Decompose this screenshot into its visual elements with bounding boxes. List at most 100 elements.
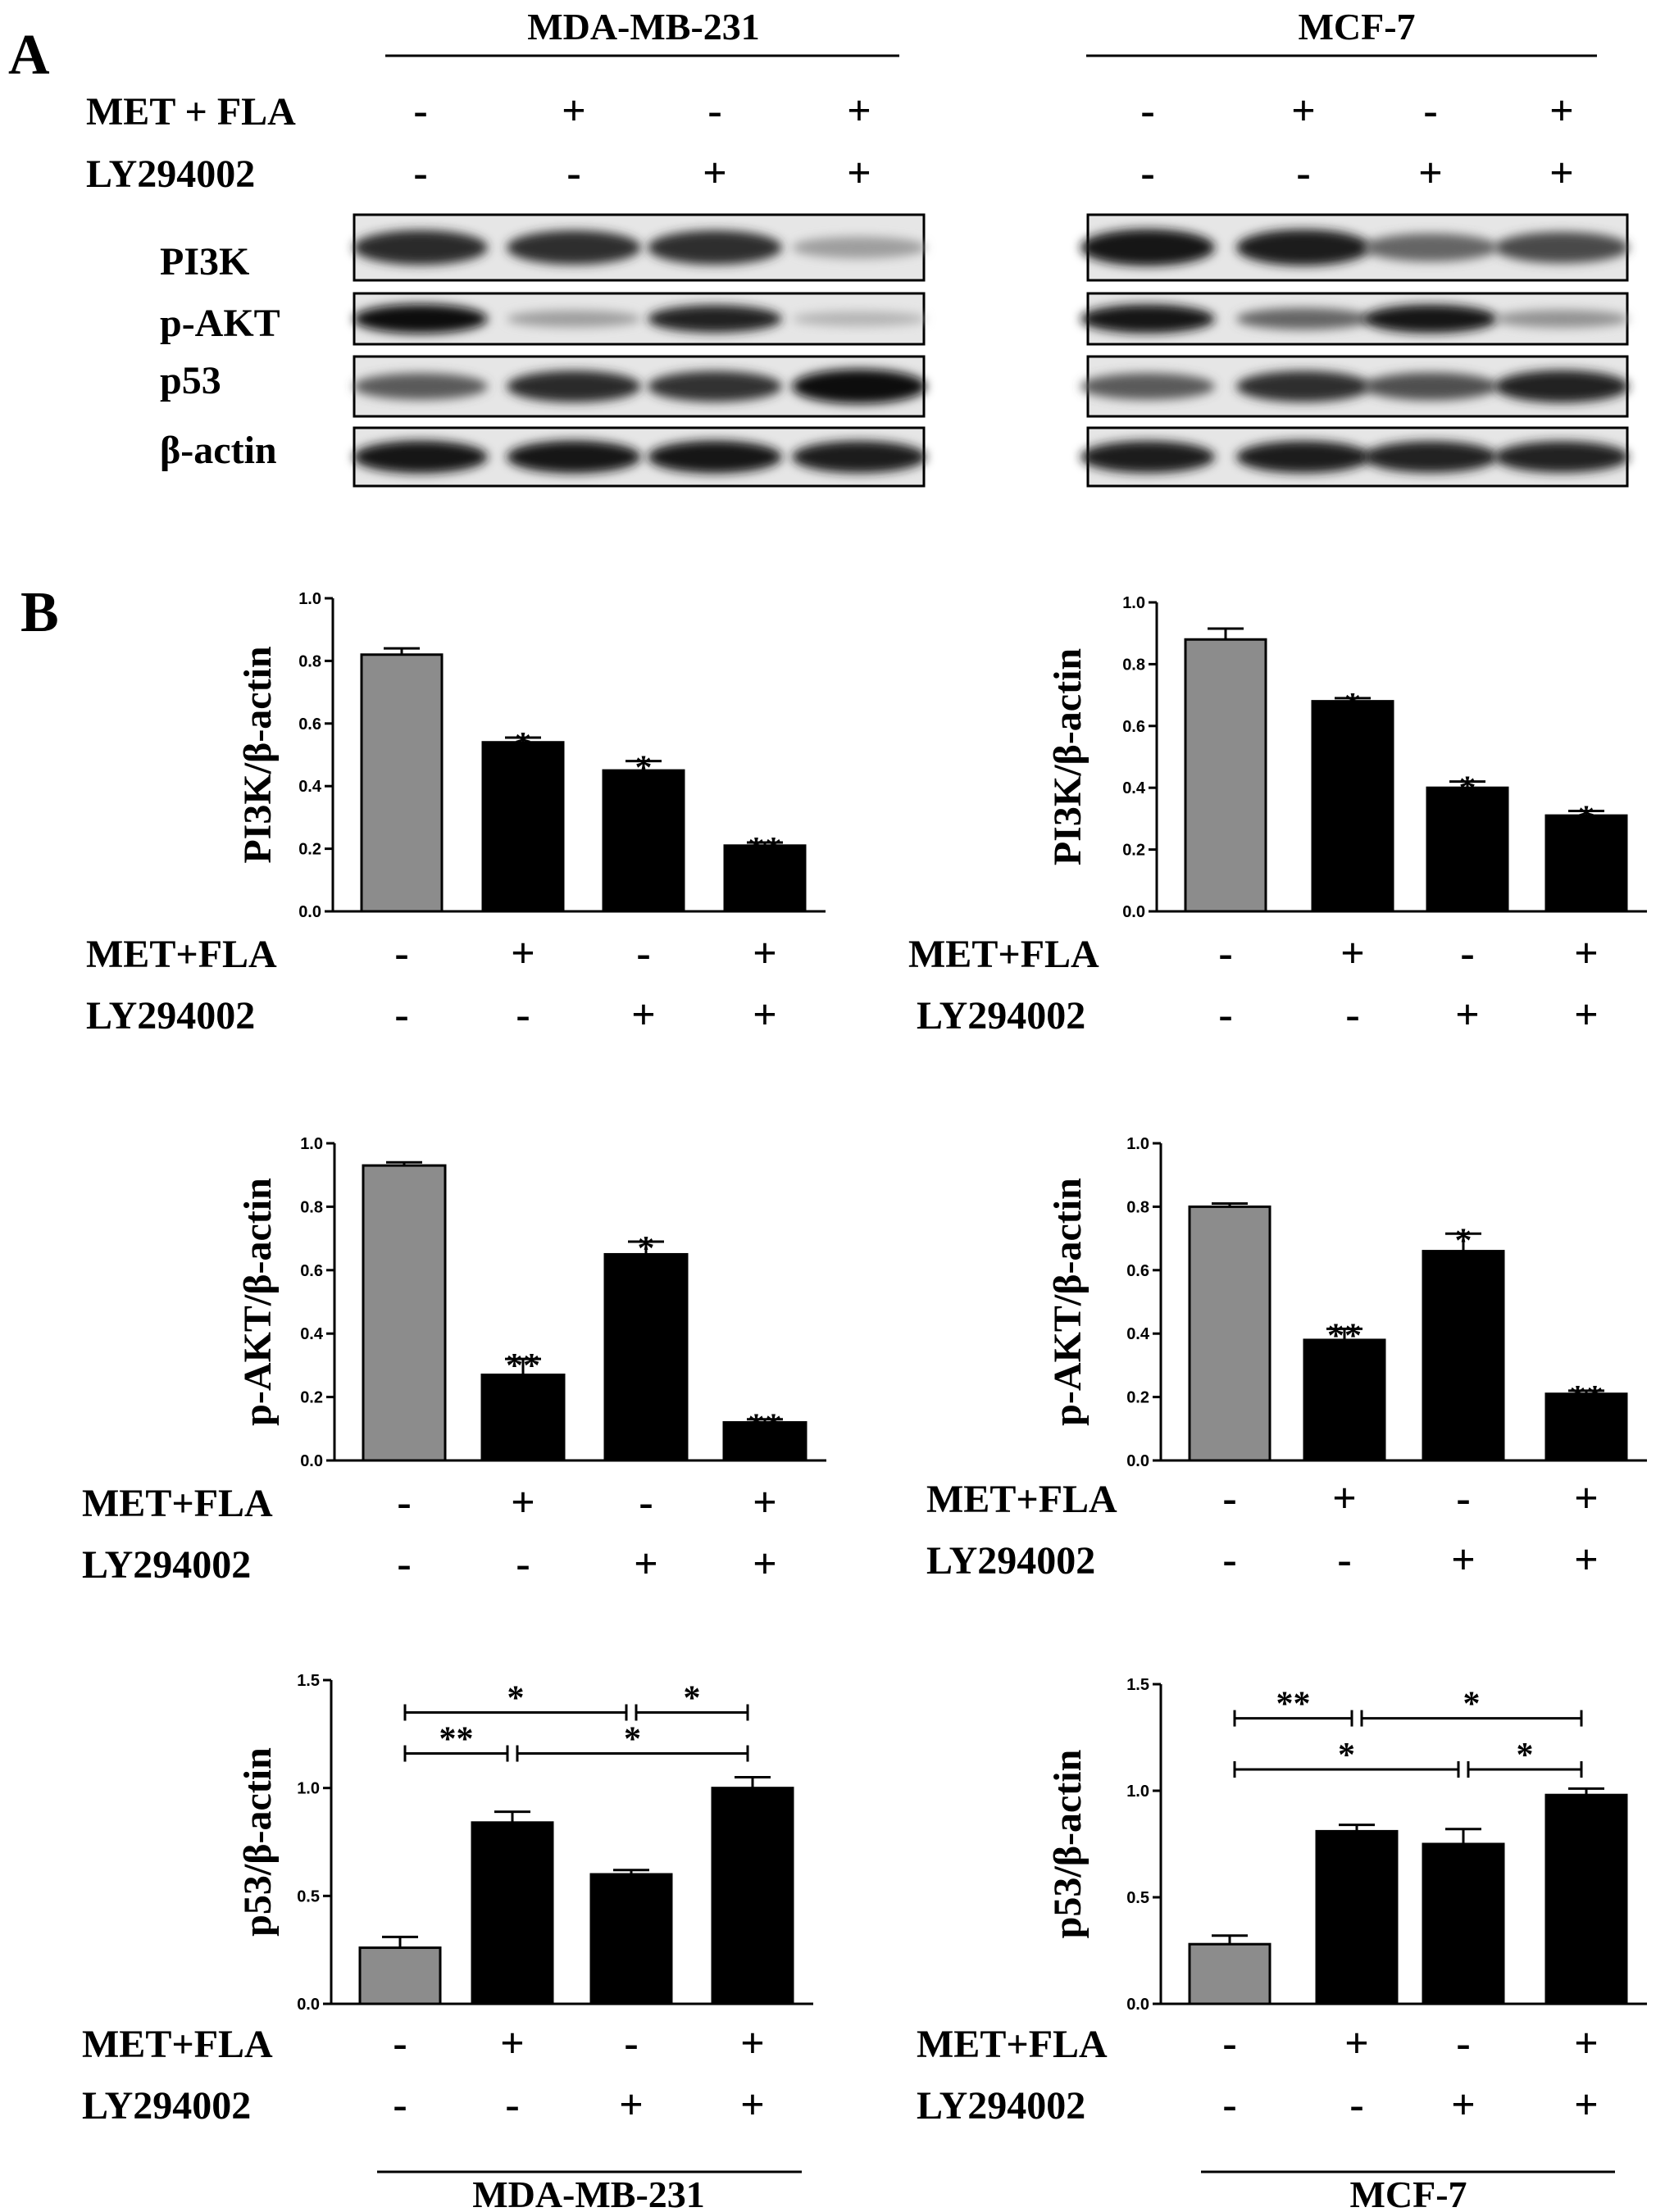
- bracket-star: *: [1463, 1686, 1481, 1724]
- ly294002-label: LY294002: [82, 2084, 251, 2128]
- blot-band: [1494, 370, 1629, 403]
- blot-mda-row: [353, 213, 926, 282]
- met-fla-sign: -: [1222, 1475, 1236, 1522]
- y-tick-label: 0.6: [1126, 1262, 1149, 1280]
- significance-star: *: [1459, 770, 1476, 808]
- met-fla-sign: -: [639, 1479, 653, 1526]
- ly-sign: -: [1345, 992, 1359, 1038]
- ly294002-label: LY294002: [86, 994, 255, 1038]
- bar: [1544, 1392, 1628, 1462]
- y-tick-label: 0.2: [298, 841, 321, 859]
- y-tick-label: 1.0: [1122, 594, 1145, 612]
- blot-band: [648, 440, 782, 474]
- blot-band: [792, 369, 926, 404]
- ly-sign: +: [1451, 2082, 1476, 2128]
- ly-sign: +: [1455, 992, 1480, 1038]
- met-fla-sign: -: [394, 930, 408, 977]
- blot-band: [1080, 373, 1215, 400]
- y-axis-label: PI3K/β-actin: [1046, 648, 1090, 865]
- blot-mda-row: [353, 426, 926, 488]
- bar: [481, 741, 565, 913]
- met-fla-sign: -: [624, 2020, 638, 2067]
- blot-sign-met-fla: -: [1423, 88, 1437, 134]
- blot-band: [792, 440, 926, 474]
- bracket-star: *: [1517, 1737, 1534, 1774]
- blot-signs: - - + - - + + + - - + - - + + +: [413, 88, 1573, 197]
- blot-band: [1363, 233, 1498, 262]
- blot-band: [1236, 370, 1371, 402]
- bar: [358, 1946, 442, 2005]
- blot-label-pakt: p-AKT: [160, 302, 280, 345]
- y-tick-label: 0.0: [1126, 1996, 1149, 2014]
- ly-sign: +: [634, 1541, 658, 1587]
- met-fla-label: MET+FLA: [86, 933, 277, 976]
- y-tick-label: 0.6: [1122, 718, 1145, 736]
- blot-mda-row: [353, 292, 926, 346]
- ly294002-label: LY294002: [917, 2084, 1085, 2128]
- met-fla-sign: +: [511, 1479, 535, 1526]
- ly-sign: +: [1574, 2082, 1599, 2128]
- y-tick-label: 1.0: [298, 590, 321, 608]
- blot-band: [1363, 372, 1498, 401]
- bar: [723, 844, 807, 913]
- bracket-star: **: [439, 1721, 474, 1759]
- blot-band: [507, 440, 641, 474]
- y-tick-label: 0.6: [298, 715, 321, 734]
- ly-sign: -: [1337, 1537, 1351, 1583]
- y-tick-label: 0.8: [298, 652, 321, 670]
- y-tick-label: 1.0: [1126, 1135, 1149, 1153]
- met-fla-sign: -: [636, 930, 650, 977]
- western-blots: [353, 213, 1629, 488]
- y-tick-label: 0.2: [300, 1389, 323, 1407]
- bar: [1303, 1338, 1386, 1462]
- bar: [362, 1164, 447, 1462]
- met-fla-label: MET+FLA: [82, 1482, 273, 1525]
- blot-sign-met-fla: -: [413, 88, 427, 134]
- bar: [1311, 700, 1394, 913]
- ly-sign: +: [619, 2082, 644, 2128]
- blot-band: [648, 370, 782, 402]
- met-fla-sign: -: [1456, 1475, 1470, 1522]
- y-tick-label: 0.5: [297, 1887, 320, 1905]
- blot-sign-ly: -: [1140, 150, 1154, 197]
- blot-band: [1363, 304, 1498, 334]
- blot-band: [1236, 440, 1371, 474]
- blot-band: [1494, 231, 1629, 264]
- blot-sign-met-fla: +: [1549, 88, 1574, 134]
- met-fla-label: MET+FLA: [908, 933, 1099, 976]
- ly-sign: +: [1574, 1537, 1599, 1583]
- y-tick-label: 1.0: [1126, 1783, 1149, 1801]
- significance-star: **: [748, 831, 782, 869]
- y-axis-label: PI3K/β-actin: [236, 646, 280, 863]
- blot-band: [353, 303, 488, 334]
- bracket-star: *: [1338, 1737, 1355, 1774]
- ly-sign: -: [393, 2082, 407, 2128]
- panel-b-letter: B: [20, 581, 59, 644]
- ly-sign: +: [1451, 1537, 1476, 1583]
- bar: [1422, 1842, 1505, 2005]
- blot-sign-ly: -: [413, 150, 427, 197]
- chart-3: 0.00.20.40.60.81.0p-AKT/β-actin *****MET+…: [82, 1135, 826, 1587]
- ly-sign: -: [516, 992, 530, 1038]
- panel-a-letter: A: [8, 24, 50, 87]
- y-tick-label: 0.0: [297, 1996, 320, 2014]
- significance-star: *: [635, 750, 653, 788]
- blot-band: [1236, 307, 1371, 330]
- ly-sign: -: [1222, 2082, 1236, 2128]
- blot-met-fla-label: MET + FLA: [86, 90, 296, 134]
- y-tick-label: 1.5: [297, 1672, 320, 1690]
- bar: [1188, 1205, 1271, 1462]
- y-tick-label: 0.8: [1126, 1198, 1149, 1216]
- met-fla-sign: +: [1574, 930, 1599, 977]
- ly-sign: -: [397, 1541, 411, 1587]
- met-fla-sign: +: [1332, 1475, 1357, 1522]
- significance-star: *: [1578, 799, 1595, 837]
- ly-sign: +: [1574, 992, 1599, 1038]
- met-fla-sign: +: [1344, 2020, 1369, 2067]
- ly-sign: -: [1218, 992, 1232, 1038]
- ly-sign: +: [753, 992, 777, 1038]
- ly-sign: -: [1222, 1537, 1236, 1583]
